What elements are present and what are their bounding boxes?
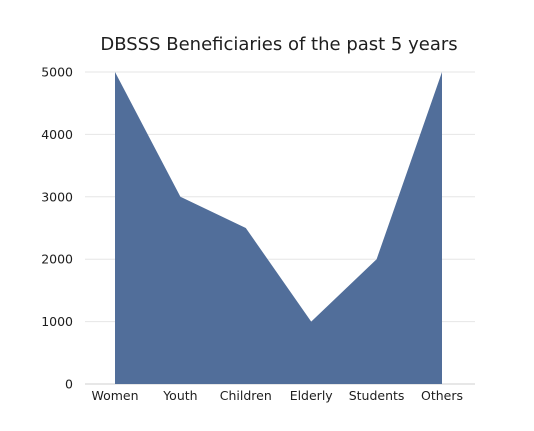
y-tick-label: 1000	[41, 314, 73, 329]
x-tick-label-others: Others	[421, 388, 463, 403]
y-tick-label: 5000	[41, 65, 73, 80]
axis-layer: 0 1000 2000 3000 4000 5000 Women Youth Children E…	[41, 65, 463, 404]
x-tick-label-elderly: Elderly	[290, 388, 334, 403]
y-tick-label: 0	[65, 377, 73, 392]
area-layer	[114, 71, 443, 384]
y-tick-label: 4000	[41, 127, 73, 142]
x-tick-label-students: Students	[349, 388, 405, 403]
y-tick-label: 2000	[41, 252, 73, 267]
y-tick-label: 3000	[41, 189, 73, 204]
x-tick-label-children: Children	[220, 388, 272, 403]
x-tick-label-youth: Youth	[162, 388, 197, 403]
area-series	[115, 72, 442, 384]
x-tick-label-women: Women	[91, 388, 138, 403]
chart-title: DBSSS Beneficiaries of the past 5 years	[100, 34, 458, 55]
